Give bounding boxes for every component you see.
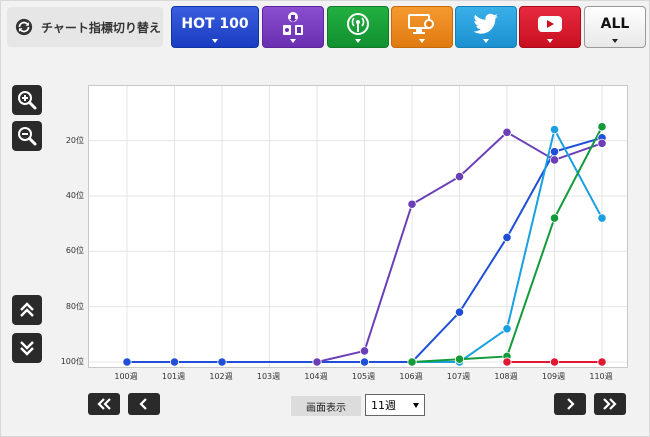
y-tick-label: 40位 bbox=[65, 190, 84, 200]
chevron-down-icon bbox=[212, 39, 218, 43]
tab-youtube[interactable] bbox=[519, 6, 581, 48]
display-label: 画面表示 bbox=[291, 396, 361, 416]
prev-page-button[interactable] bbox=[128, 393, 160, 415]
scroll-up-button[interactable] bbox=[12, 295, 42, 325]
x-tick-label: 109週 bbox=[541, 372, 566, 381]
data-point[interactable] bbox=[597, 138, 607, 148]
double-chevron-down-icon bbox=[20, 341, 34, 356]
chart-area bbox=[88, 85, 628, 368]
data-point[interactable] bbox=[549, 213, 560, 223]
series-line-0 bbox=[127, 136, 603, 363]
chevron-right-icon bbox=[567, 398, 575, 410]
data-point[interactable] bbox=[454, 307, 465, 317]
tab-broadcast[interactable] bbox=[327, 6, 389, 48]
tab-hot-100[interactable]: HOT 100 bbox=[171, 6, 259, 48]
y-tick-label: 60位 bbox=[65, 246, 84, 256]
data-point[interactable] bbox=[502, 232, 512, 243]
chevron-down-icon bbox=[612, 39, 618, 43]
data-point[interactable] bbox=[169, 357, 180, 367]
chevron-down-icon bbox=[290, 39, 296, 43]
twitter-icon bbox=[473, 13, 498, 34]
double-chevron-left-icon bbox=[97, 398, 111, 410]
last-page-button[interactable] bbox=[594, 393, 626, 415]
double-chevron-right-icon bbox=[603, 398, 617, 410]
data-point[interactable] bbox=[502, 324, 512, 334]
tab-all[interactable]: ALL bbox=[584, 6, 646, 48]
x-tick-label: 101週 bbox=[161, 372, 186, 381]
display-weeks-select[interactable]: 11週 bbox=[365, 394, 425, 416]
chevron-down-icon bbox=[355, 39, 361, 43]
zoom-in-icon bbox=[18, 91, 37, 110]
x-tick-label: 100週 bbox=[114, 372, 138, 381]
data-point[interactable] bbox=[359, 357, 370, 367]
x-tick-label: 105週 bbox=[351, 372, 376, 381]
data-point[interactable] bbox=[359, 346, 370, 356]
x-tick-label: 102週 bbox=[209, 372, 233, 381]
chevron-down-icon bbox=[419, 39, 425, 43]
broadcast-icon bbox=[347, 13, 369, 35]
data-point[interactable] bbox=[549, 147, 560, 157]
tab-hot-100-label: HOT 100 bbox=[181, 16, 249, 32]
data-point[interactable] bbox=[454, 354, 465, 364]
chart-index-switcher: チャート指標切り替え bbox=[7, 7, 163, 47]
zoom-in-button[interactable] bbox=[12, 85, 42, 115]
data-point[interactable] bbox=[597, 357, 607, 367]
x-tick-label: 103週 bbox=[256, 372, 281, 381]
chevron-left-icon bbox=[139, 398, 147, 410]
data-point[interactable] bbox=[597, 122, 607, 132]
data-point[interactable] bbox=[549, 357, 560, 367]
youtube-icon bbox=[538, 16, 562, 32]
data-point[interactable] bbox=[597, 213, 607, 223]
data-point[interactable] bbox=[502, 357, 512, 367]
data-point[interactable] bbox=[217, 357, 227, 367]
x-tick-label: 110週 bbox=[589, 372, 613, 381]
tab-all-label: ALL bbox=[600, 16, 630, 32]
tab-twitter[interactable] bbox=[455, 6, 517, 48]
double-chevron-up-icon bbox=[20, 302, 34, 317]
data-point[interactable] bbox=[407, 357, 417, 367]
y-tick-label: 100位 bbox=[60, 357, 84, 366]
tab-download[interactable] bbox=[262, 6, 324, 48]
data-point[interactable] bbox=[502, 127, 512, 137]
y-tick-label: 80位 bbox=[65, 301, 84, 311]
data-point[interactable] bbox=[549, 155, 560, 165]
display-weeks-value: 11週 bbox=[371, 399, 396, 412]
data-point[interactable] bbox=[549, 124, 560, 135]
data-point[interactable] bbox=[407, 199, 417, 209]
next-page-button[interactable] bbox=[554, 393, 586, 415]
x-tick-label: 108週 bbox=[494, 372, 518, 381]
chevron-down-icon bbox=[413, 403, 419, 408]
switcher-label: チャート指標切り替え bbox=[41, 20, 161, 35]
data-point[interactable] bbox=[122, 357, 132, 367]
x-tick-label: 104週 bbox=[304, 372, 328, 381]
x-tick-label: 106週 bbox=[399, 372, 423, 381]
pc-lookup-icon bbox=[408, 14, 434, 34]
chevron-down-icon bbox=[483, 39, 489, 43]
zoom-out-button[interactable] bbox=[12, 121, 42, 151]
first-page-button[interactable] bbox=[88, 393, 120, 415]
line-chart bbox=[89, 86, 627, 367]
y-tick-label: 20位 bbox=[65, 135, 84, 145]
data-point[interactable] bbox=[454, 171, 465, 182]
zoom-out-icon bbox=[18, 127, 37, 146]
scroll-down-button[interactable] bbox=[12, 333, 42, 363]
data-point[interactable] bbox=[312, 357, 322, 367]
download-icon bbox=[283, 12, 303, 35]
tab-pc-lookup[interactable] bbox=[391, 6, 453, 48]
chevron-down-icon bbox=[547, 39, 553, 43]
x-tick-label: 107週 bbox=[446, 372, 471, 381]
switch-icon bbox=[15, 18, 33, 36]
